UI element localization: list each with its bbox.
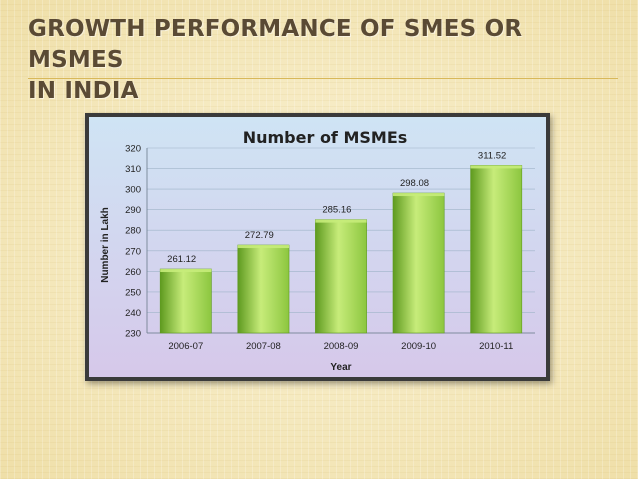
- data-label: 261.12: [167, 254, 196, 265]
- data-label: 311.52: [478, 150, 506, 161]
- x-tick-label: 2007-08: [246, 341, 281, 352]
- bars: [159, 165, 523, 334]
- bar-top-highlight: [160, 269, 212, 273]
- bar-2010-11: [470, 165, 523, 334]
- y-tick-label: 290: [125, 205, 141, 216]
- bar-top-highlight: [315, 219, 367, 223]
- y-axis-ticks: 230 240 250 260 270 280 290 300 310 320: [125, 144, 141, 340]
- y-tick-label: 260: [125, 267, 141, 278]
- y-tick-label: 240: [125, 308, 141, 319]
- slide-title: GROWTH PERFORMANCE OF SMES OR MSMES IN I…: [28, 14, 618, 107]
- title-underline: [28, 78, 618, 79]
- msme-bar-chart: Number of MSMEs 230 240 250 260 270 280 290 300…: [89, 117, 546, 377]
- x-tick-label: 2010-11: [479, 341, 513, 352]
- bar-2007-08: [237, 244, 290, 334]
- x-axis-ticks: 2006-07 2007-08 2008-09 2009-10 2010-11: [168, 341, 513, 352]
- bar-top-highlight: [237, 245, 290, 249]
- slide-title-line-2: IN INDIA: [28, 78, 139, 104]
- x-tick-label: 2006-07: [168, 341, 203, 352]
- y-tick-label: 300: [125, 185, 141, 196]
- y-tick-label: 320: [125, 144, 141, 155]
- bar-top-highlight: [392, 193, 445, 197]
- x-tick-label: 2008-09: [324, 341, 359, 352]
- data-label: 298.08: [400, 178, 429, 189]
- bar-2006-07: [159, 268, 212, 334]
- y-tick-label: 270: [125, 246, 141, 257]
- x-tick-label: 2009-10: [401, 341, 436, 352]
- bar-2008-09: [315, 219, 367, 334]
- chart-title: Number of MSMEs: [243, 128, 408, 147]
- y-axis-label: Number in Lakh: [100, 207, 111, 283]
- data-labels: 261.12 272.79 285.16 298.08 311.52: [167, 150, 506, 265]
- x-axis-label: Year: [330, 362, 351, 373]
- y-tick-label: 280: [125, 226, 141, 237]
- y-tick-label: 310: [125, 164, 141, 175]
- chart-frame: Number of MSMEs 230 240 250 260 270 280 290 300…: [85, 113, 550, 381]
- data-label: 285.16: [322, 205, 351, 216]
- y-tick-label: 230: [125, 329, 141, 340]
- bar-top-highlight: [470, 165, 522, 169]
- y-tick-label: 250: [125, 287, 141, 298]
- bar-2009-10: [392, 192, 445, 334]
- data-label: 272.79: [245, 230, 274, 241]
- slide-title-line-1: GROWTH PERFORMANCE OF SMES OR MSMES: [28, 16, 523, 73]
